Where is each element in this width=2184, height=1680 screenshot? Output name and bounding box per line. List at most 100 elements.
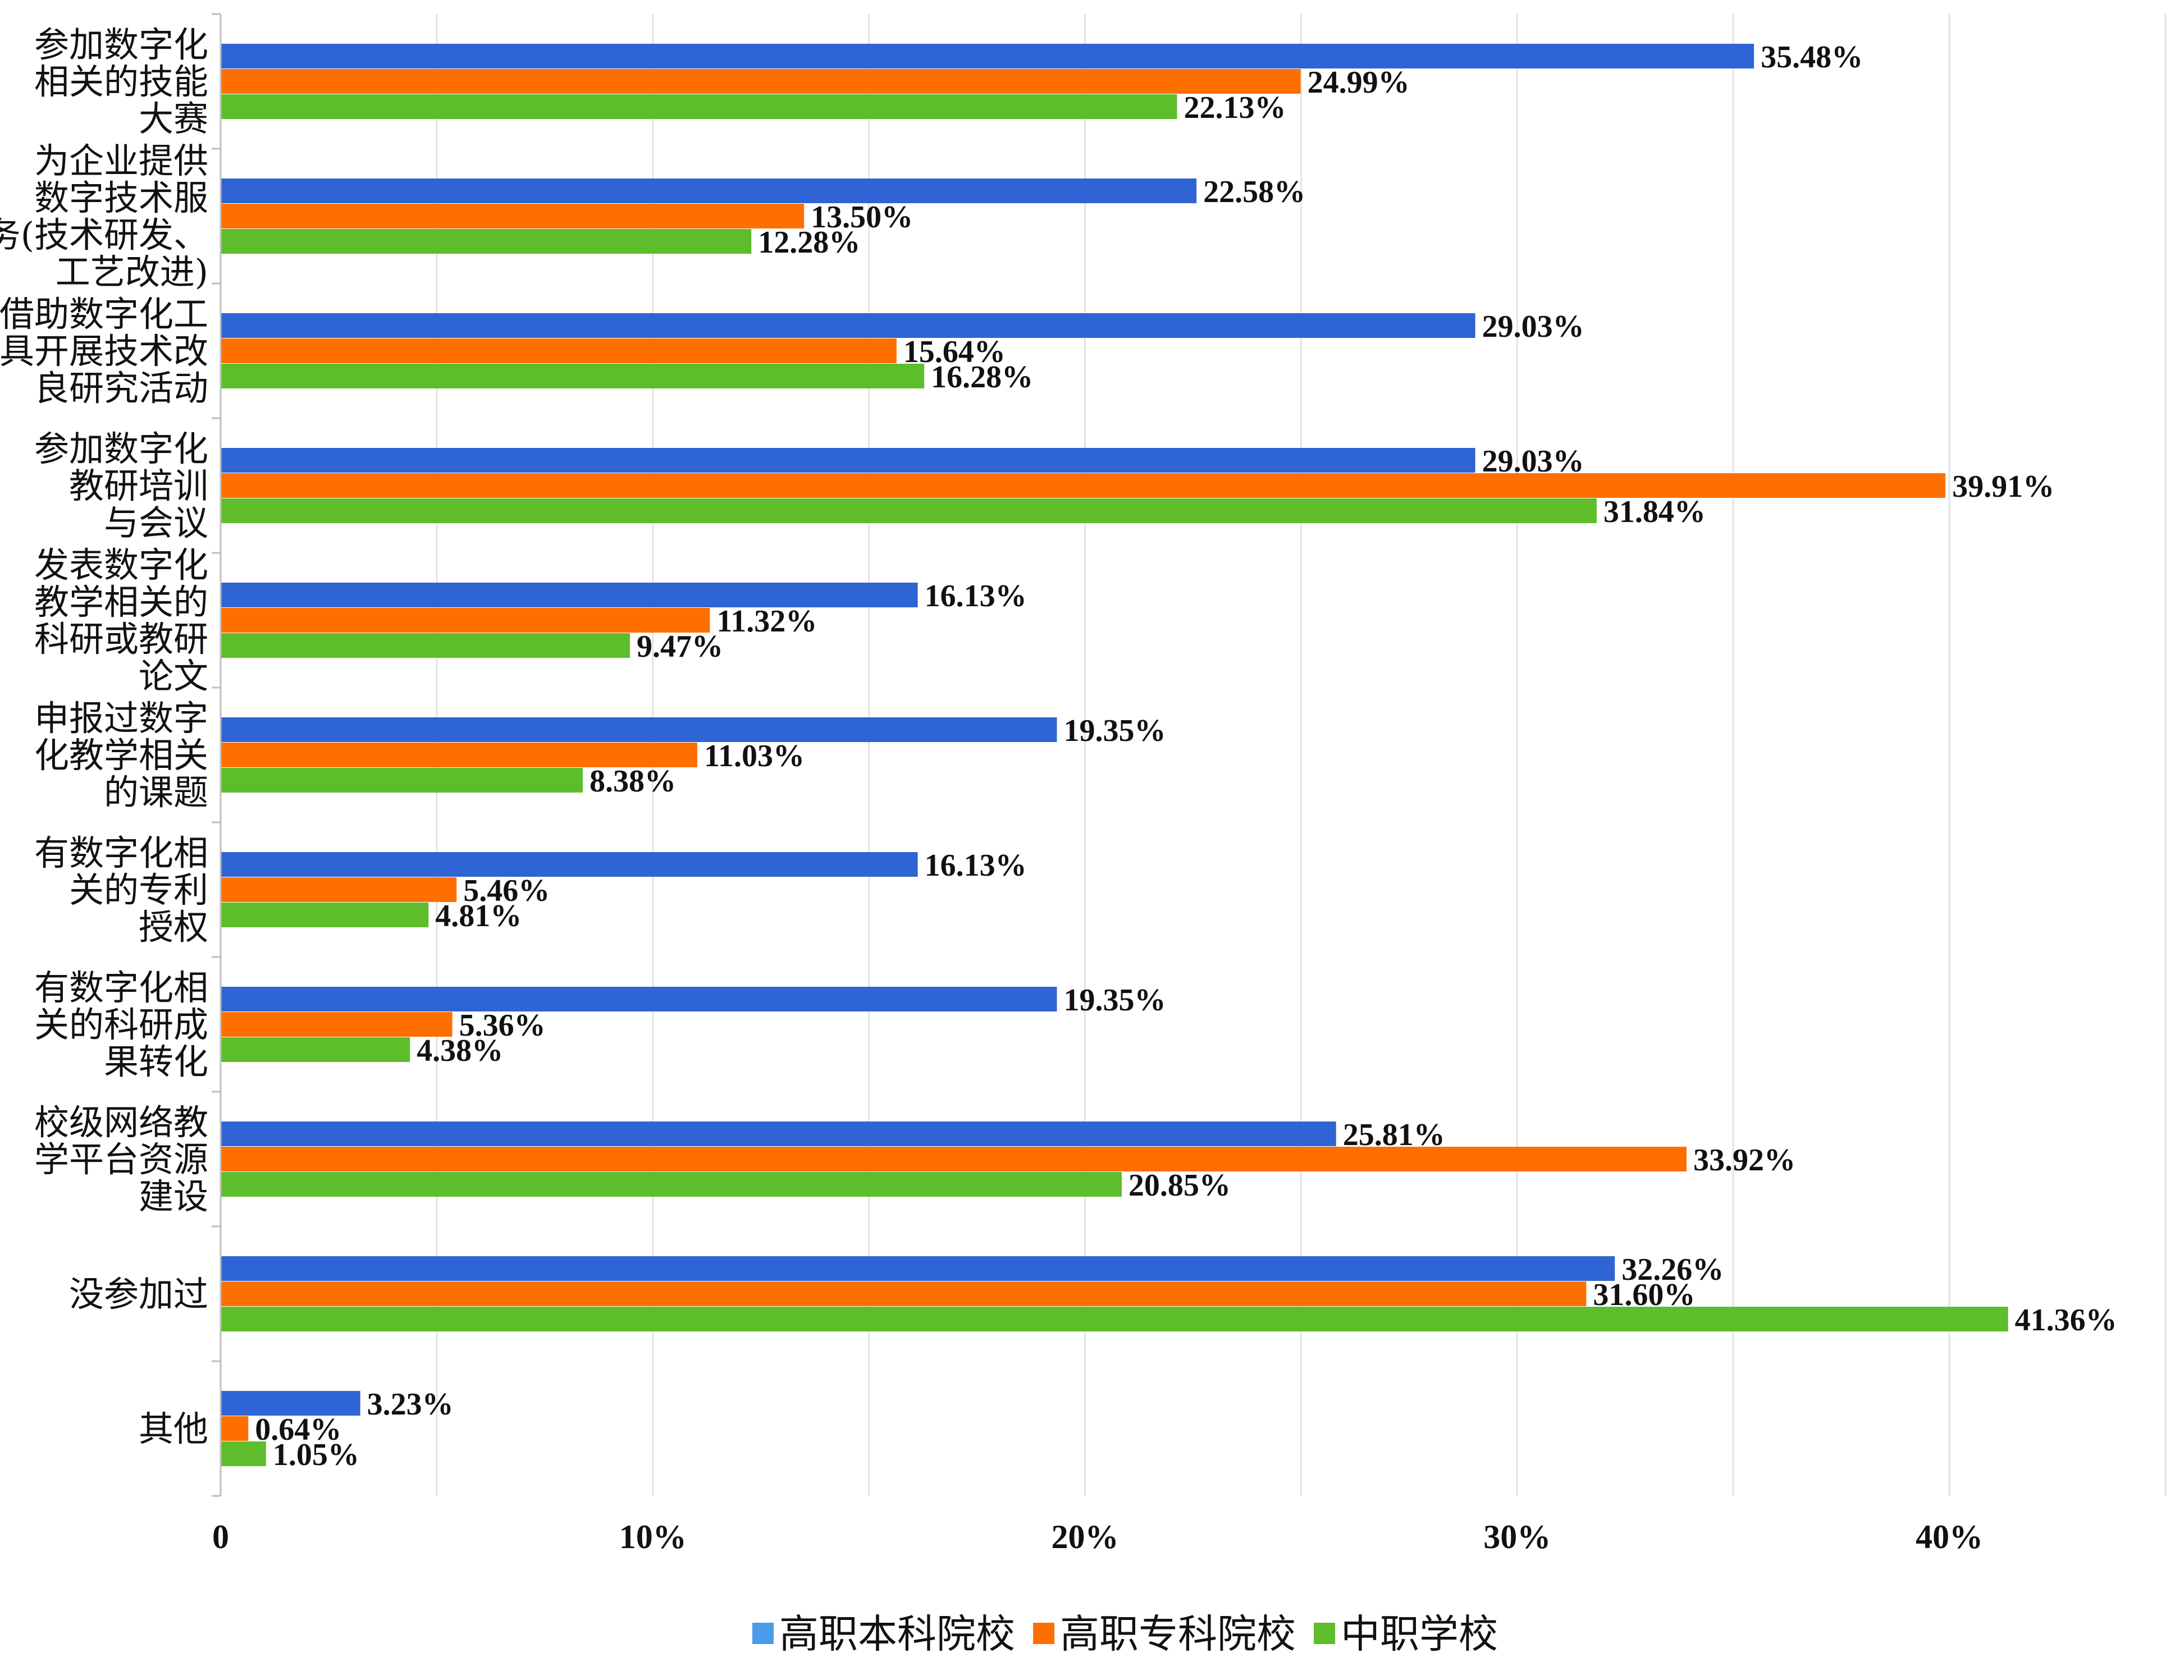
category-label-2-line-0: 借助数字化工 [0,294,208,335]
value-label-series-1-cat-3: 39.91% [1952,469,2054,504]
legend-swatch-1 [1033,1623,1054,1644]
value-label-series-2-cat-10: 1.05% [273,1438,359,1472]
bar-series-1-cat-8 [221,1147,1687,1171]
value-label-series-0-cat-5: 19.35% [1063,713,1166,748]
bar-series-1-cat-6 [221,877,457,902]
bar-series-2-cat-0 [221,94,1177,119]
bar-series-1-cat-10 [221,1416,249,1441]
bar-series-0-cat-7 [221,987,1057,1011]
legend-label-1: 高职专科院校 [1060,1611,1296,1657]
category-label-1-line-1: 数字技术服 [34,177,208,218]
value-label-series-0-cat-2: 29.03% [1482,309,1584,344]
category-label-0-line-1: 相关的技能 [34,61,208,102]
value-label-series-1-cat-7: 5.36% [459,1008,546,1043]
legend-swatch-2 [1314,1623,1335,1644]
category-label-0-line-2: 大赛 [139,98,208,139]
bar-series-0-cat-1 [221,178,1197,203]
bar-series-0-cat-9 [221,1256,1615,1281]
value-label-series-2-cat-0: 22.13% [1184,90,1286,125]
category-label-4-line-2: 科研或教研 [34,619,208,660]
category-label-7-line-0: 有数字化相 [34,967,208,1008]
category-label-6-line-2: 授权 [139,907,208,947]
bar-series-2-cat-1 [221,229,752,254]
category-label-10-line-0: 其他 [139,1408,208,1449]
value-label-series-2-cat-7: 4.38% [417,1033,503,1068]
value-label-series-1-cat-5: 11.03% [704,739,805,773]
value-label-series-1-cat-1: 13.50% [811,200,913,235]
legend-label-0: 高职本科院校 [779,1611,1015,1657]
bar-series-0-cat-4 [221,583,918,607]
bar-series-2-cat-2 [221,364,925,388]
labels: 35.48%24.99%22.13%参加数字化相关的技能大赛22.58%13.5… [0,24,2117,1555]
value-label-series-2-cat-6: 4.81% [435,899,522,933]
bar-series-0-cat-2 [221,313,1475,338]
bar-series-0-cat-8 [221,1121,1336,1146]
bar-series-1-cat-2 [221,338,897,363]
bar-series-1-cat-5 [221,743,698,767]
category-label-8-line-1: 学平台资源 [34,1139,208,1180]
x-tick-label-40: 40% [1916,1518,1983,1555]
value-label-series-2-cat-4: 9.47% [637,629,723,664]
value-label-series-1-cat-9: 31.60% [1593,1278,1695,1312]
legend-label-2: 中职学校 [1341,1611,1498,1657]
bar-series-2-cat-5 [221,768,583,793]
bar-series-1-cat-1 [221,204,805,228]
value-label-series-2-cat-5: 8.38% [590,764,676,799]
bar-series-0-cat-6 [221,852,918,877]
value-label-series-1-cat-10: 0.64% [255,1412,341,1447]
value-label-series-0-cat-1: 22.58% [1203,175,1305,209]
bar-series-2-cat-9 [221,1307,2008,1331]
category-label-1-line-2: 务(技术研发、 [0,214,208,255]
category-label-7-line-2: 果转化 [104,1041,208,1082]
value-label-series-1-cat-0: 24.99% [1308,65,1410,100]
value-label-series-2-cat-2: 16.28% [931,360,1033,395]
x-tick-label-20: 20% [1052,1518,1119,1555]
bar-series-2-cat-7 [221,1037,410,1062]
x-tick-label-30: 30% [1483,1518,1551,1555]
value-label-series-1-cat-2: 15.64% [903,335,1006,369]
category-label-9-line-0: 没参加过 [69,1274,208,1315]
bar-series-0-cat-10 [221,1391,360,1416]
value-label-series-2-cat-3: 31.84% [1603,495,1706,529]
bar-series-2-cat-8 [221,1172,1122,1197]
category-label-3-line-1: 教研培训 [69,465,208,506]
legend-swatch-0 [752,1623,774,1644]
value-label-series-0-cat-6: 16.13% [925,848,1027,883]
bar-series-0-cat-5 [221,717,1057,742]
bar-series-1-cat-7 [221,1012,453,1037]
category-label-4-line-1: 教学相关的 [34,582,208,622]
bar-series-1-cat-0 [221,69,1301,94]
bar-series-2-cat-6 [221,903,429,927]
category-label-3-line-2: 与会议 [104,502,208,543]
bar-series-0-cat-0 [221,44,1754,68]
value-label-series-0-cat-10: 3.23% [367,1387,454,1422]
category-label-4-line-3: 论文 [139,656,208,697]
category-label-5-line-2: 的课题 [104,772,208,813]
bar-series-2-cat-10 [221,1441,266,1466]
axes [212,13,222,1497]
x-tick-label-0: 0 [212,1518,229,1555]
category-label-6-line-1: 关的专利 [69,869,208,910]
value-label-series-2-cat-1: 12.28% [758,225,860,260]
x-tick-label-10: 10% [619,1518,687,1555]
value-label-series-1-cat-8: 33.92% [1693,1143,1795,1178]
value-label-series-0-cat-3: 29.03% [1482,444,1584,479]
category-label-1-line-3: 工艺改进) [56,251,208,292]
bar-series-2-cat-3 [221,498,1597,523]
bars [221,44,2008,1466]
category-label-6-line-0: 有数字化相 [34,832,208,873]
value-label-series-2-cat-9: 41.36% [2015,1303,2117,1338]
value-label-series-2-cat-8: 20.85% [1128,1168,1231,1203]
category-label-8-line-0: 校级网络教 [34,1102,208,1143]
category-label-2-line-1: 具开展技术改 [0,331,208,372]
bar-series-1-cat-4 [221,608,710,633]
value-label-series-0-cat-9: 32.26% [1621,1252,1724,1287]
category-label-0-line-0: 参加数字化 [34,24,208,65]
category-label-7-line-1: 关的科研成 [34,1004,208,1045]
category-label-3-line-0: 参加数字化 [34,428,208,469]
value-label-series-0-cat-7: 19.35% [1063,983,1166,1018]
legend: 高职本科院校 高职专科院校 中职学校 [752,1611,1498,1657]
value-label-series-0-cat-8: 25.81% [1343,1118,1445,1152]
category-label-5-line-1: 化教学相关 [34,735,208,776]
